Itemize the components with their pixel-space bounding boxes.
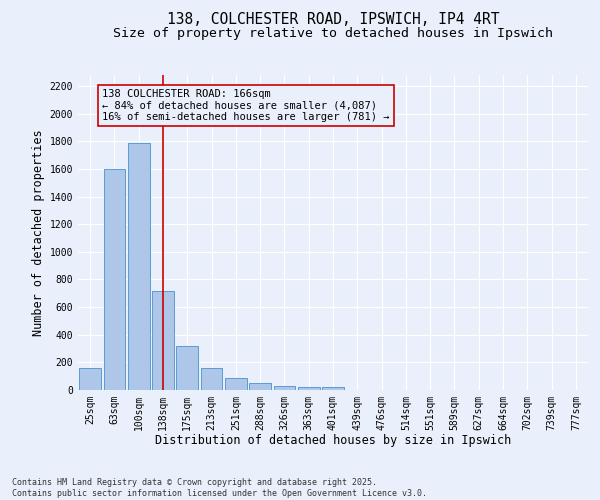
Bar [176, 346, 198, 390]
Bar [152, 290, 174, 390]
Bar [128, 142, 149, 390]
Y-axis label: Number of detached properties: Number of detached properties [32, 129, 46, 336]
Bar [298, 387, 320, 390]
Text: Contains HM Land Registry data © Crown copyright and database right 2025.
Contai: Contains HM Land Registry data © Crown c… [12, 478, 427, 498]
Text: 138 COLCHESTER ROAD: 166sqm
← 84% of detached houses are smaller (4,087)
16% of : 138 COLCHESTER ROAD: 166sqm ← 84% of det… [102, 89, 390, 122]
Text: 138, COLCHESTER ROAD, IPSWICH, IP4 4RT: 138, COLCHESTER ROAD, IPSWICH, IP4 4RT [167, 12, 499, 28]
X-axis label: Distribution of detached houses by size in Ipswich: Distribution of detached houses by size … [155, 434, 511, 448]
Bar [79, 368, 101, 390]
Text: Size of property relative to detached houses in Ipswich: Size of property relative to detached ho… [113, 28, 553, 40]
Bar [274, 386, 295, 390]
Bar [200, 368, 223, 390]
Bar [104, 169, 125, 390]
Bar [249, 383, 271, 390]
Bar [322, 387, 344, 390]
Bar [225, 378, 247, 390]
